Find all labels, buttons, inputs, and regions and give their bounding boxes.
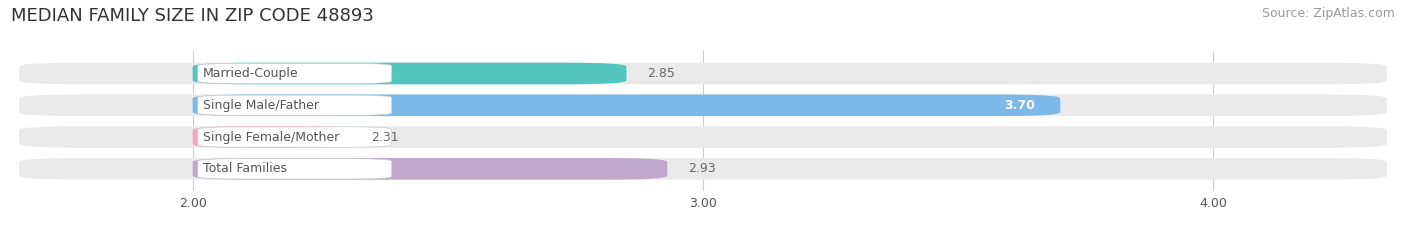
FancyBboxPatch shape	[198, 63, 392, 84]
Text: 2.31: 2.31	[371, 130, 399, 144]
FancyBboxPatch shape	[20, 126, 1386, 148]
FancyBboxPatch shape	[198, 127, 392, 147]
FancyBboxPatch shape	[20, 158, 1386, 180]
FancyBboxPatch shape	[193, 94, 1060, 116]
Text: Single Male/Father: Single Male/Father	[202, 99, 319, 112]
FancyBboxPatch shape	[193, 126, 352, 148]
FancyBboxPatch shape	[20, 94, 1386, 116]
Text: Total Families: Total Families	[202, 162, 287, 175]
FancyBboxPatch shape	[20, 63, 1386, 84]
Text: Married-Couple: Married-Couple	[202, 67, 298, 80]
Text: 2.93: 2.93	[688, 162, 716, 175]
Text: 3.70: 3.70	[1004, 99, 1035, 112]
FancyBboxPatch shape	[193, 63, 627, 84]
FancyBboxPatch shape	[198, 95, 392, 115]
Text: 2.85: 2.85	[647, 67, 675, 80]
Text: Source: ZipAtlas.com: Source: ZipAtlas.com	[1261, 7, 1395, 20]
FancyBboxPatch shape	[198, 159, 392, 179]
FancyBboxPatch shape	[193, 158, 668, 180]
Text: MEDIAN FAMILY SIZE IN ZIP CODE 48893: MEDIAN FAMILY SIZE IN ZIP CODE 48893	[11, 7, 374, 25]
Text: Single Female/Mother: Single Female/Mother	[202, 130, 339, 144]
